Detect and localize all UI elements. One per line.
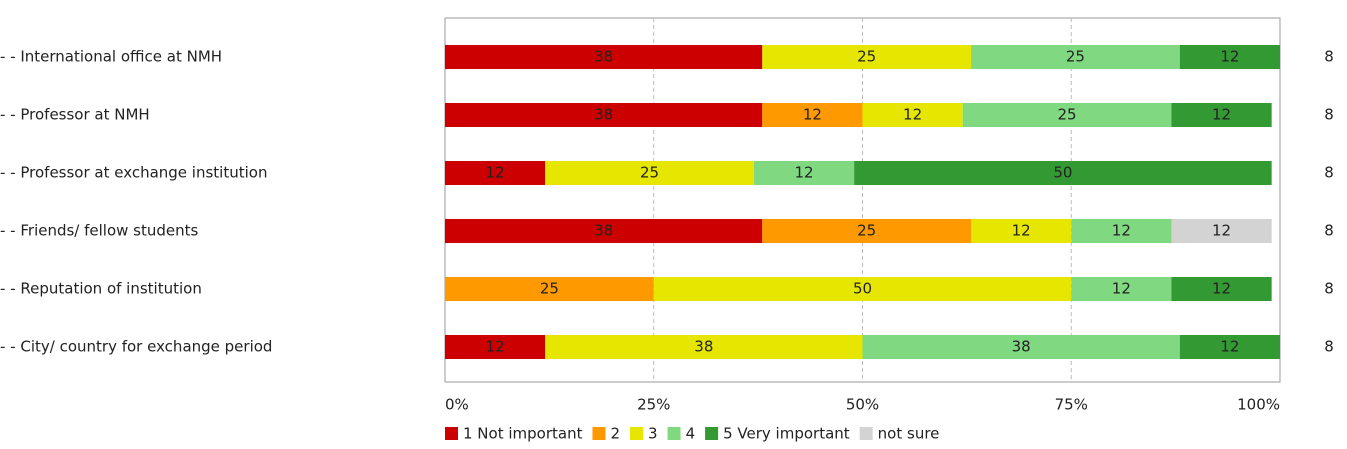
count-label: 8 xyxy=(1324,106,1334,124)
legend-swatch xyxy=(667,427,681,440)
bar-segment xyxy=(971,45,1180,69)
bar-segment xyxy=(1071,277,1172,301)
data-label: 12 xyxy=(803,106,822,124)
count-label: 8 xyxy=(1324,48,1334,66)
data-label: 12 xyxy=(1012,222,1031,240)
bar-segment xyxy=(445,219,763,243)
data-label: 38 xyxy=(594,222,613,240)
category-label: - - Friends/ fellow students xyxy=(0,222,199,240)
bar-segment xyxy=(1179,335,1280,359)
bar-segment xyxy=(854,161,1272,185)
legend-label: 4 xyxy=(686,425,696,443)
data-label: 38 xyxy=(594,48,613,66)
x-tick-label: 25% xyxy=(637,396,670,414)
x-tick-label: 0% xyxy=(445,396,469,414)
legend-label: 1 Not important xyxy=(463,425,583,443)
x-tick-label: 75% xyxy=(1055,396,1088,414)
legend-swatch xyxy=(445,427,458,440)
legend-swatch xyxy=(592,427,606,440)
data-label: 38 xyxy=(694,338,713,356)
data-label: 12 xyxy=(486,338,505,356)
bar-segment xyxy=(445,103,763,127)
bar-segment xyxy=(545,335,863,359)
bar-segment xyxy=(753,161,855,185)
data-label: 25 xyxy=(1066,48,1085,66)
bar-segment xyxy=(545,161,754,185)
count-label: 8 xyxy=(1324,338,1334,356)
data-label: 25 xyxy=(640,164,659,182)
data-label: 38 xyxy=(1012,338,1031,356)
data-label: 25 xyxy=(1058,106,1077,124)
count-label: 8 xyxy=(1324,164,1334,182)
bar-segment xyxy=(445,45,763,69)
bar-segment xyxy=(762,219,972,243)
legend-label: not sure xyxy=(878,425,940,443)
data-label: 12 xyxy=(1112,222,1131,240)
bar-segment xyxy=(1171,219,1272,243)
bar-segment xyxy=(445,277,654,301)
bar-segment xyxy=(1179,45,1280,69)
data-label: 12 xyxy=(486,164,505,182)
data-label: 38 xyxy=(594,106,613,124)
data-label: 12 xyxy=(1212,106,1231,124)
bar-segment xyxy=(971,219,1072,243)
bar-segment xyxy=(762,45,972,69)
data-label: 12 xyxy=(1112,280,1131,298)
bar-segment xyxy=(862,103,963,127)
bar-segment xyxy=(445,161,546,185)
x-tick-label: 50% xyxy=(846,396,879,414)
data-label: 12 xyxy=(795,164,814,182)
data-label: 25 xyxy=(857,48,876,66)
bar-segment xyxy=(1171,277,1272,301)
category-label: - - Reputation of institution xyxy=(0,280,202,298)
legend-swatch xyxy=(705,427,719,440)
count-label: 8 xyxy=(1324,222,1334,240)
data-label: 12 xyxy=(903,106,922,124)
x-tick-label: 100% xyxy=(1237,396,1280,414)
bar-segment xyxy=(653,277,1072,301)
bar-segment xyxy=(1171,103,1272,127)
category-label: - - City/ country for exchange period xyxy=(0,338,272,356)
legend-label: 2 xyxy=(610,425,620,443)
data-label: 12 xyxy=(1212,280,1231,298)
bar-segment xyxy=(962,103,1172,127)
count-label: 8 xyxy=(1324,280,1334,298)
bar-segment xyxy=(762,103,863,127)
legend-swatch xyxy=(630,427,644,440)
data-label: 12 xyxy=(1212,222,1231,240)
data-label: 50 xyxy=(853,280,872,298)
bar-segment xyxy=(445,335,546,359)
bar-segment xyxy=(862,335,1180,359)
legend-label: 5 Very important xyxy=(723,425,850,443)
legend-swatch xyxy=(859,427,873,440)
data-label: 12 xyxy=(1220,48,1239,66)
data-label: 25 xyxy=(857,222,876,240)
data-label: 50 xyxy=(1053,164,1072,182)
category-label: - - Professor at exchange institution xyxy=(0,164,267,182)
data-label: 25 xyxy=(540,280,559,298)
category-label: - - Professor at NMH xyxy=(0,106,150,124)
bar-segment xyxy=(1071,219,1172,243)
category-label: - - International office at NMH xyxy=(0,48,222,66)
legend-label: 3 xyxy=(648,425,658,443)
data-label: 12 xyxy=(1220,338,1239,356)
